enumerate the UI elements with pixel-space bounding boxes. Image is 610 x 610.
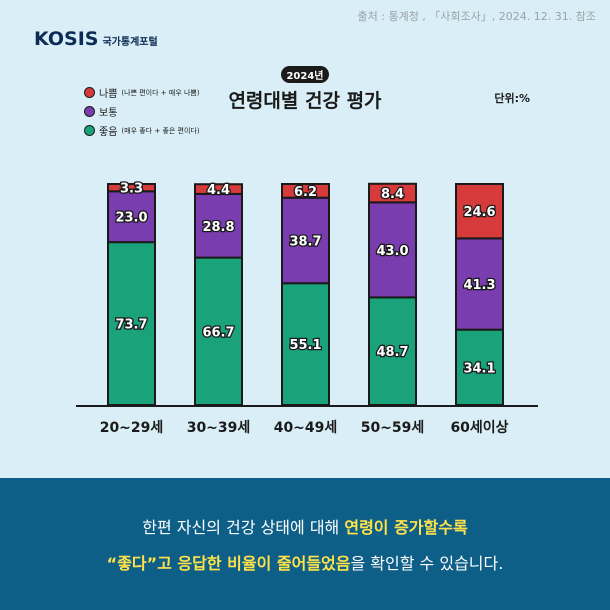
data-label: 41.3: [463, 278, 495, 293]
source-note: 출처 : 통계청 , 「사회조사」, 2024. 12. 31. 참조: [357, 10, 596, 23]
banner-highlight: “좋다”고 응답한 비율이 줄어들었음: [106, 554, 351, 573]
banner-text: 을 확인할 수 있습니다.: [350, 554, 504, 573]
bar-segment: [281, 183, 330, 199]
bar-segment: [368, 182, 417, 204]
chart-title: 연령대별 건강 평가: [228, 90, 382, 112]
unit-label: 단위:%: [494, 92, 530, 105]
banner-text: 한편 자신의 건강 상태에 대해: [142, 518, 345, 537]
banner-line-2: “좋다”고 응답한 비율이 줄어들었음을 확인할 수 있습니다.: [107, 550, 504, 574]
data-label: 24.6: [463, 205, 495, 220]
banner-highlight: 연령이 증가할수록: [344, 518, 468, 537]
data-label: 4.4: [207, 183, 230, 198]
data-label: 23.0: [115, 211, 147, 226]
data-label: 66.7: [202, 325, 234, 340]
category-tick-label: 50~59세: [361, 420, 425, 436]
legend-label: 보통: [99, 108, 118, 119]
logo-brand: KOSIS: [34, 28, 99, 50]
legend-label: 좋음: [99, 127, 118, 138]
legend-note: (매우 좋다 + 좋은 편이다): [121, 126, 200, 135]
legend-item-good: 좋음 (매우 좋다 + 좋은 편이다): [84, 123, 200, 138]
bar-segment: [455, 183, 504, 240]
data-label: 48.7: [376, 345, 408, 360]
summary-banner: 한편 자신의 건강 상태에 대해 연령이 증가할수록 “좋다”고 응답한 비율이…: [0, 478, 610, 610]
data-label: 55.1: [289, 338, 321, 353]
legend-label: 나쁨: [99, 89, 118, 100]
data-label: 38.7: [289, 234, 321, 249]
data-label: 28.8: [202, 220, 234, 235]
bar-segment: [107, 190, 156, 244]
bar-segment: [281, 282, 330, 407]
category-tick-label: 60세이상: [450, 419, 508, 436]
bar-segment: [194, 192, 243, 259]
stacked-bar-chart: 73.7 23.0 3.3 20~29세 66.7 28.8 4.4 30~39세 55.1 38…: [76, 180, 538, 436]
bar-segment: [194, 183, 243, 195]
legend-note: (나쁜 편이다 + 매우 나쁨): [121, 88, 200, 97]
logo-subtitle: 국가통계포털: [102, 37, 158, 48]
legend-item-bad: 나쁨 (나쁜 편이다 + 매우 나쁨): [84, 85, 200, 100]
category-tick-label: 30~39세: [187, 420, 251, 436]
data-label: 34.1: [463, 361, 495, 376]
kosis-logo: KOSIS 국가통계포털: [34, 28, 158, 50]
data-label: 43.0: [376, 244, 408, 259]
data-label: 3.3: [120, 182, 143, 197]
category-tick-label: 40~49세: [274, 420, 338, 436]
category-tick-label: 20~29세: [100, 420, 164, 436]
bar-segment: [107, 183, 156, 193]
bar-segment: [455, 237, 504, 331]
data-label: 8.4: [381, 187, 404, 202]
legend-item-normal: 보통: [84, 104, 200, 119]
data-label: 73.7: [115, 318, 147, 333]
legend-swatch-good: [84, 125, 95, 136]
banner-line-1: 한편 자신의 건강 상태에 대해 연령이 증가할수록: [142, 514, 467, 538]
legend-swatch-normal: [84, 106, 95, 117]
chart-legend: 나쁨 (나쁜 편이다 + 매우 나쁨) 보통 좋음 (매우 좋다 + 좋은 편이…: [84, 85, 200, 138]
bar-segment: [107, 241, 156, 406]
legend-swatch-bad: [84, 87, 95, 98]
data-label: 6.2: [294, 185, 317, 200]
year-badge: 2024년: [281, 66, 329, 83]
